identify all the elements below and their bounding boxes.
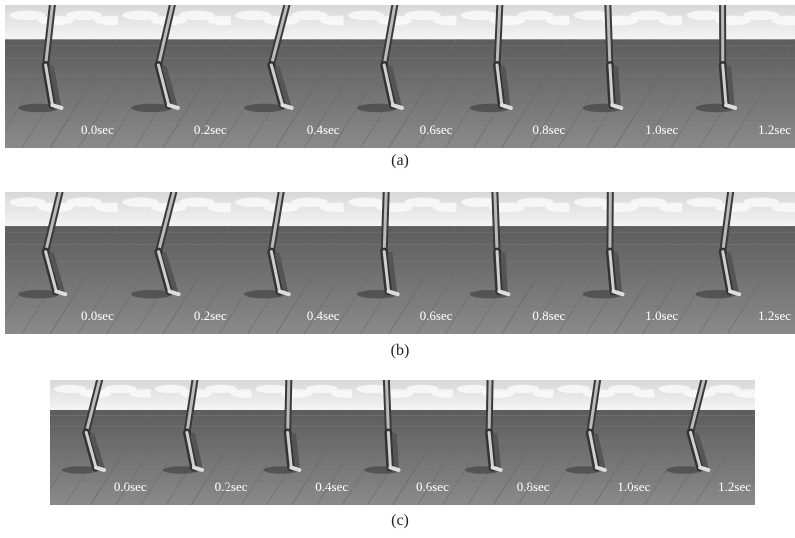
caption: (b) bbox=[370, 342, 430, 360]
leg-segment bbox=[612, 105, 621, 108]
frame-label: 0.6sec bbox=[420, 308, 453, 323]
frame-label: 1.2sec bbox=[758, 308, 791, 323]
leg-segment bbox=[96, 468, 104, 471]
leg-segment bbox=[499, 291, 508, 294]
leg-segment bbox=[288, 380, 289, 433]
frame-label: 1.0sec bbox=[645, 308, 678, 323]
frame-label: 1.2sec bbox=[758, 122, 791, 137]
frame-label: 0.6sec bbox=[420, 122, 453, 137]
leg-segment bbox=[493, 468, 501, 471]
leg-segment bbox=[56, 291, 65, 294]
leg-segment bbox=[700, 468, 708, 471]
frame-label: 1.2sec bbox=[718, 479, 751, 494]
leg-segment bbox=[194, 468, 202, 471]
leg-segment bbox=[730, 291, 739, 294]
leg-segment bbox=[280, 291, 289, 294]
frame-label: 0.2sec bbox=[194, 308, 227, 323]
leg-segment bbox=[170, 291, 179, 294]
image-strip: 0.0sec0.2sec0.4sec0.6sec0.8sec1.0sec1.2s… bbox=[50, 380, 755, 505]
leg-segment bbox=[503, 255, 505, 292]
frame: 0.0sec bbox=[5, 5, 130, 148]
leg-segment bbox=[169, 105, 178, 108]
frame-label: 0.0sec bbox=[81, 308, 114, 323]
caption: (a) bbox=[370, 152, 430, 170]
frame: 0.0sec bbox=[5, 192, 130, 334]
image-strip: 0.0sec 0.2sec 0.4sec 0.6sec 0.8sec 1.0sec 1.2s… bbox=[5, 192, 795, 334]
leg-segment bbox=[389, 291, 398, 294]
leg-segment bbox=[489, 380, 490, 433]
leg-segment bbox=[294, 436, 298, 468]
leg-segment bbox=[52, 105, 61, 108]
leg-segment bbox=[608, 5, 610, 65]
image-strip: 0.0sec 0.2sec 0.4sec 0.6sec 0.8sec 1.0sec 1.2s… bbox=[5, 5, 795, 148]
leg-segment bbox=[386, 380, 388, 433]
frame-label: 0.4sec bbox=[307, 308, 340, 323]
leg-segment bbox=[614, 291, 623, 294]
figure-page: 0.0sec 0.2sec 0.4sec 0.6sec 0.8sec 1.0sec 1.2s… bbox=[0, 0, 795, 538]
leg-segment bbox=[726, 105, 735, 108]
leg-segment bbox=[597, 468, 605, 471]
leg-segment bbox=[393, 105, 402, 108]
leg-segment bbox=[283, 105, 292, 108]
leg-segment bbox=[502, 105, 511, 108]
leg-segment bbox=[616, 255, 620, 292]
frame-label: 0.4sec bbox=[307, 122, 340, 137]
frame-label: 1.0sec bbox=[645, 122, 678, 137]
frame-label: 0.2sec bbox=[194, 122, 227, 137]
caption: (c) bbox=[370, 512, 430, 530]
frame: 0.0sec bbox=[50, 380, 162, 505]
frame-label: 0.8sec bbox=[532, 122, 565, 137]
leg-segment bbox=[394, 436, 396, 468]
leg-segment bbox=[388, 433, 390, 468]
leg-segment bbox=[616, 68, 618, 105]
frame-label: 0.8sec bbox=[532, 308, 565, 323]
leg-segment bbox=[495, 436, 498, 468]
leg-segment bbox=[384, 192, 386, 252]
leg-segment bbox=[729, 68, 732, 105]
leg-segment bbox=[291, 468, 299, 471]
frame-label: 0.0sec bbox=[81, 122, 114, 137]
leg-segment bbox=[390, 468, 398, 471]
